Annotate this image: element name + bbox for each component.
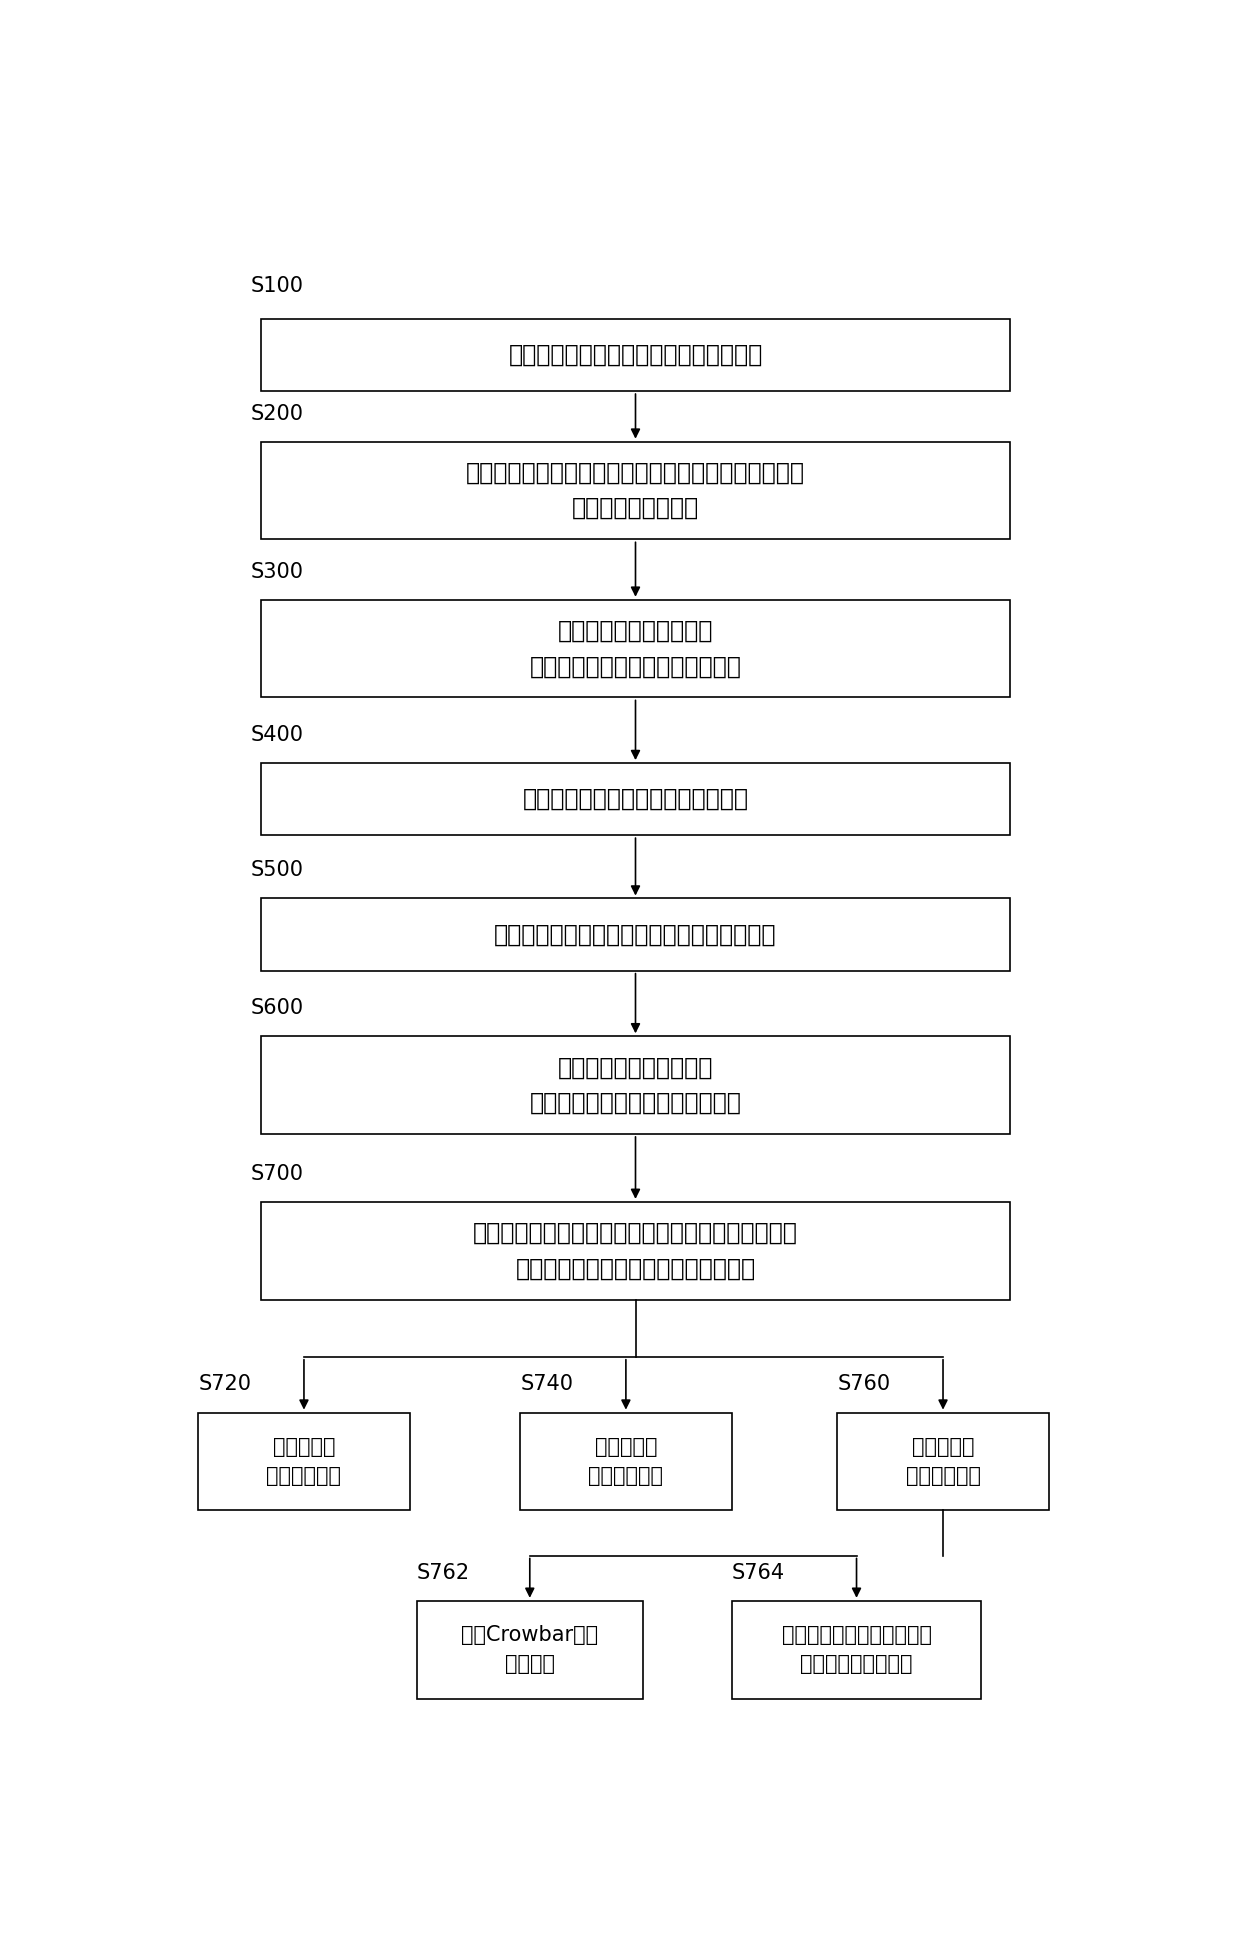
Text: 故障状态的
电磁暂态仿真: 故障状态的 电磁暂态仿真 <box>905 1437 981 1486</box>
Text: 仿真Crowbar装置
投切过程: 仿真Crowbar装置 投切过程 <box>461 1625 599 1673</box>
Bar <box>260 1036 1011 1134</box>
Bar <box>260 1202 1011 1300</box>
Text: S720: S720 <box>198 1374 252 1394</box>
Bar <box>521 1413 732 1511</box>
Text: 使用风电机组仿真模型，
建立双馈风机单机无穷大系统模型: 使用风电机组仿真模型， 建立双馈风机单机无穷大系统模型 <box>529 1056 742 1114</box>
Bar <box>260 600 1011 698</box>
Text: S300: S300 <box>250 561 304 581</box>
Text: S500: S500 <box>250 860 304 880</box>
Text: 三相不对称故障时转子电流
的瞬时值和幅值仿真: 三相不对称故障时转子电流 的瞬时值和幅值仿真 <box>781 1625 931 1673</box>
Text: 建立桨距控制系统模型，
模拟桨距角控制及其过载保护功能: 建立桨距控制系统模型， 模拟桨距角控制及其过载保护功能 <box>529 620 742 678</box>
Bar <box>732 1601 982 1699</box>
Bar <box>260 319 1011 391</box>
Text: 无功阶跃的
电磁暂态仿真: 无功阶跃的 电磁暂态仿真 <box>589 1437 663 1486</box>
Text: S100: S100 <box>250 276 304 297</box>
Text: S764: S764 <box>732 1562 785 1584</box>
Text: 风速阶跃的
电磁暂态仿真: 风速阶跃的 电磁暂态仿真 <box>267 1437 341 1486</box>
Text: 建立风功率模型模拟风力机吸收的风功率: 建立风功率模型模拟风力机吸收的风功率 <box>508 342 763 368</box>
Bar <box>417 1601 642 1699</box>
Bar <box>260 442 1011 540</box>
Text: 设置初始运行工况，设置微秒级别的仿真步长，进入
风电机组系统的电磁暂态仿真运行状态: 设置初始运行工况，设置微秒级别的仿真步长，进入 风电机组系统的电磁暂态仿真运行状… <box>474 1222 797 1281</box>
Text: S700: S700 <box>250 1163 304 1183</box>
Bar <box>260 899 1011 972</box>
Bar <box>198 1413 409 1511</box>
Text: 建立电网侧变频器和转子侧变频器控制器模型: 建立电网侧变频器和转子侧变频器控制器模型 <box>495 923 776 946</box>
Text: S200: S200 <box>250 403 304 424</box>
Text: S762: S762 <box>417 1562 470 1584</box>
Text: 建立双馈异步感应电机电气仿真模型: 建立双馈异步感应电机电气仿真模型 <box>522 788 749 811</box>
Bar <box>260 762 1011 835</box>
Text: S600: S600 <box>250 999 304 1019</box>
Bar <box>837 1413 1049 1511</box>
Text: S400: S400 <box>250 725 304 745</box>
Text: S760: S760 <box>837 1374 890 1394</box>
Text: 建立风机轴系模型，模拟风力机机械转矩与发电机电磁
转矩的能量传递关系: 建立风机轴系模型，模拟风力机机械转矩与发电机电磁 转矩的能量传递关系 <box>466 461 805 520</box>
Text: S740: S740 <box>521 1374 573 1394</box>
